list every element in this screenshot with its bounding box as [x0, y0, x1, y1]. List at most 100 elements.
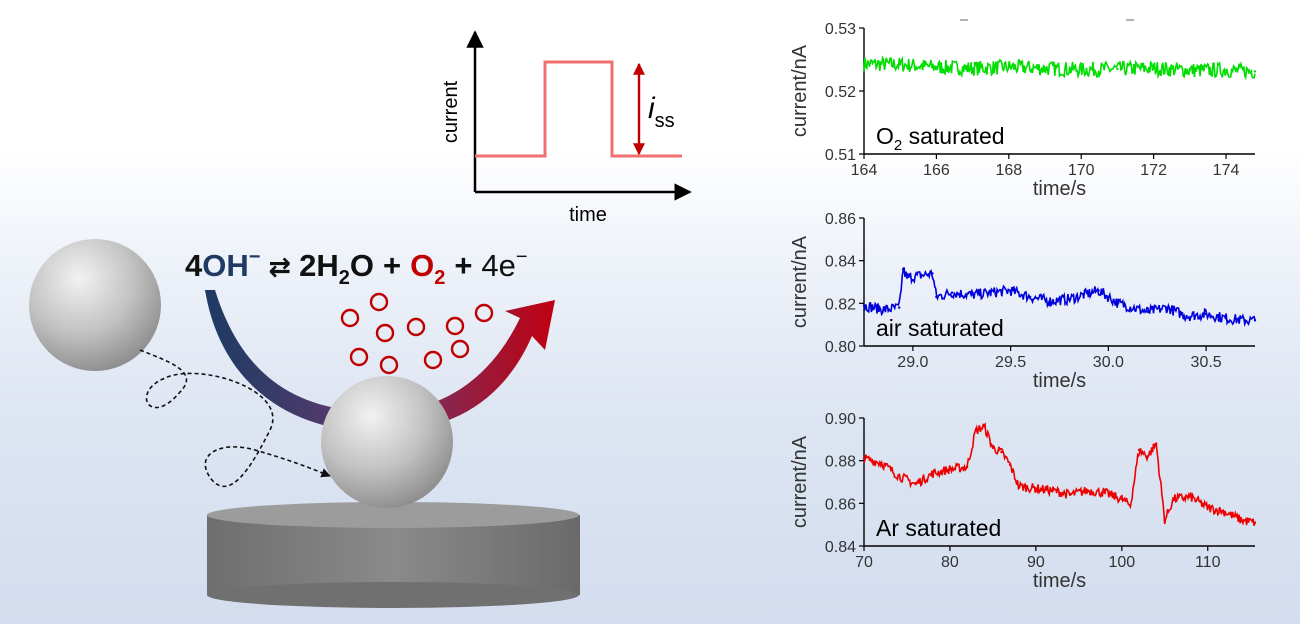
x-tick-label: 29.5 — [995, 354, 1026, 371]
y-tick-label: 0.51 — [825, 147, 856, 164]
data-point — [1172, 497, 1175, 501]
data-point — [862, 304, 866, 307]
x-tick-label: 70 — [855, 554, 873, 571]
data-point — [931, 472, 934, 475]
data-point — [914, 482, 917, 486]
chart-y-label: current/nA — [789, 235, 811, 328]
y-tick-label: 0.86 — [825, 496, 856, 513]
data-point — [1206, 506, 1209, 509]
chart-panels: 0.51 0.52 0.53 164 166 168 170 172 174 time/s curr… — [789, 21, 1257, 592]
chart-x-label: time/s — [1033, 570, 1086, 592]
data-point — [1080, 68, 1083, 71]
data-point — [1137, 448, 1141, 452]
x-tick-label: 100 — [1108, 554, 1135, 571]
o2-bubble — [369, 292, 389, 312]
o2-bubble — [379, 355, 399, 375]
data-point — [1129, 504, 1132, 507]
electrode-top — [207, 502, 579, 528]
data-point — [1028, 295, 1032, 299]
data-series-line — [863, 267, 1256, 328]
data-point — [1097, 289, 1100, 292]
data-point — [1008, 463, 1012, 467]
current-step-trace — [475, 60, 682, 158]
data-series-line — [863, 55, 1256, 81]
y-tick-label: 0.88 — [825, 454, 856, 471]
reaction-arrow — [205, 290, 555, 432]
data-point — [901, 268, 905, 271]
data-point — [1244, 319, 1247, 322]
x-tick-label: 170 — [1068, 162, 1095, 179]
y-tick-label: 0.53 — [825, 21, 856, 38]
impacting-particle — [321, 376, 453, 508]
chart-panel-2: 0.80 0.82 0.84 0.86 29.0 29.5 30.0 30.5 time/s cu… — [789, 211, 1257, 392]
data-point — [1034, 487, 1038, 490]
data-point — [879, 461, 883, 464]
y-tick-label: 0.82 — [825, 296, 856, 313]
data-point — [1009, 289, 1012, 292]
data-point — [1146, 310, 1149, 314]
electrode-disk — [207, 502, 580, 608]
x-tick-label: 164 — [851, 162, 878, 179]
data-series-line — [863, 422, 1256, 526]
data-point — [1204, 312, 1208, 316]
chart-x-label: time/s — [1033, 370, 1086, 392]
o2-bubble — [406, 317, 426, 337]
data-point — [862, 457, 866, 460]
data-point — [1224, 317, 1227, 320]
o2-bubble — [450, 339, 470, 359]
data-point — [1189, 495, 1192, 499]
data-point — [965, 465, 969, 469]
x-tick-label: 30.5 — [1191, 354, 1222, 371]
data-point — [1240, 519, 1244, 522]
data-point — [991, 446, 995, 450]
oxygen-bubbles — [340, 292, 494, 375]
particle-trajectory — [139, 349, 331, 487]
data-point — [1253, 521, 1257, 524]
y-tick-label: 0.90 — [825, 411, 856, 428]
data-point — [1224, 69, 1228, 72]
data-point — [1154, 442, 1158, 445]
data-point — [970, 293, 973, 296]
chart-y-label: current/nA — [789, 435, 811, 528]
data-point — [1000, 450, 1003, 454]
iss-label: iss — [648, 92, 675, 132]
chart-panel-3: 0.84 0.86 0.88 0.90 70 80 90 100 110 time/s curren… — [789, 411, 1257, 592]
y-tick-label: 0.84 — [825, 539, 856, 556]
data-point — [1165, 306, 1169, 309]
data-point — [931, 272, 934, 275]
data-point — [935, 295, 938, 299]
chart-condition-label: Ar saturated — [876, 515, 1001, 541]
x-tick-label: 29.0 — [897, 354, 928, 371]
data-point — [897, 306, 901, 309]
chart-condition-label: air saturated — [876, 315, 1004, 341]
data-point — [1068, 297, 1071, 301]
data-point — [1017, 485, 1020, 488]
x-tick-label: 172 — [1140, 162, 1167, 179]
chart-condition-label: O2 saturated — [876, 123, 1005, 154]
o2-bubble — [445, 316, 465, 336]
data-point — [905, 276, 909, 279]
data-point — [1086, 489, 1089, 492]
data-point — [974, 429, 977, 432]
data-point — [1007, 65, 1011, 69]
y-tick-label: 0.80 — [825, 339, 856, 356]
data-point — [1253, 70, 1257, 73]
data-point — [983, 425, 986, 428]
data-point — [1116, 67, 1119, 71]
y-tick-label: 0.84 — [825, 254, 856, 271]
data-point — [1185, 314, 1188, 318]
x-tick-label: 80 — [941, 554, 959, 571]
electrode-side — [207, 515, 580, 595]
chart-panel-1: 0.51 0.52 0.53 164 166 168 170 172 174 time/s curr… — [789, 21, 1257, 200]
data-point — [1051, 489, 1055, 492]
data-point — [971, 67, 974, 70]
o2-bubble — [375, 323, 395, 343]
data-point — [1048, 300, 1051, 303]
x-tick-label: 174 — [1213, 162, 1240, 179]
data-point — [1188, 69, 1192, 72]
x-tick-label: 166 — [923, 162, 950, 179]
inset-current-trace: current time iss — [440, 30, 692, 226]
data-point — [1223, 510, 1227, 514]
x-tick-label: 90 — [1027, 554, 1045, 571]
